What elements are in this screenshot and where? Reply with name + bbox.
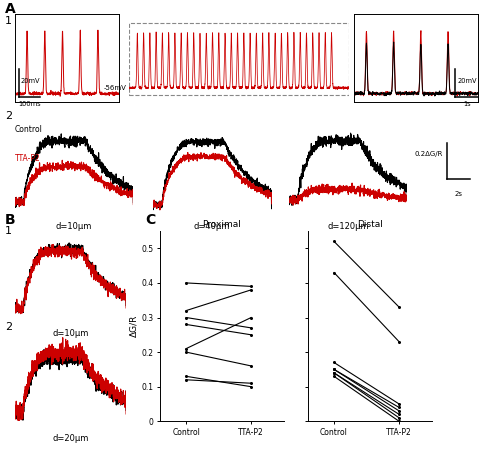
Text: 20mV: 20mV (457, 78, 476, 84)
Text: TTA-P2: TTA-P2 (15, 154, 40, 163)
Text: 1: 1 (5, 226, 12, 236)
Title: Distal: Distal (356, 220, 382, 229)
Text: 0.2ΔG/R: 0.2ΔG/R (414, 151, 442, 158)
Text: 20mV: 20mV (21, 78, 40, 84)
Text: 2s: 2s (454, 191, 461, 197)
Text: 100ms: 100ms (18, 101, 40, 106)
Title: Proximal: Proximal (202, 220, 241, 229)
Text: 1s: 1s (462, 101, 469, 106)
Text: 1: 1 (5, 16, 12, 26)
Y-axis label: ΔG/R: ΔG/R (130, 315, 138, 337)
Text: B: B (5, 213, 15, 227)
Text: 2: 2 (5, 322, 12, 332)
Text: d=10μm: d=10μm (56, 222, 92, 231)
Text: d=20μm: d=20μm (52, 434, 88, 443)
Text: C: C (145, 213, 155, 227)
Text: Control: Control (15, 125, 42, 134)
Text: 2: 2 (5, 111, 12, 121)
Text: A: A (5, 2, 15, 16)
Text: d=40μm: d=40μm (194, 222, 230, 231)
Text: -56mV: -56mV (103, 85, 126, 91)
Text: d=120μm: d=120μm (327, 222, 368, 231)
Text: d=10μm: d=10μm (52, 329, 88, 338)
